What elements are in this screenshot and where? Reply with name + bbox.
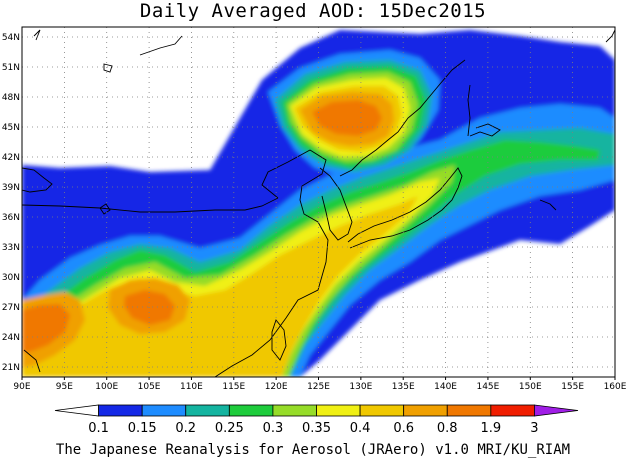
- lat-tick-label: 36N: [2, 213, 20, 223]
- lon-tick-label: 150E: [519, 382, 542, 392]
- lon-tick-label: 130E: [349, 382, 372, 392]
- lon-tick-label: 155E: [561, 382, 584, 392]
- lat-tick-label: 42N: [2, 153, 20, 163]
- lat-lon-grid: [22, 27, 615, 377]
- colorbar-swatch: [403, 404, 448, 417]
- colorbar-label: 1.9: [480, 421, 501, 436]
- lat-tick-label: 27N: [2, 303, 20, 313]
- aod-field: [22, 30, 615, 377]
- colorbar-swatch: [534, 404, 579, 417]
- coastlines: [22, 29, 615, 377]
- colorbar-label: 0.2: [175, 421, 196, 436]
- colorbar-swatch: [272, 404, 317, 417]
- colorbar-swatch: [316, 404, 361, 417]
- lat-tick-label: 24N: [2, 333, 20, 343]
- lat-tick-label: 54N: [2, 33, 20, 43]
- colorbar-swatch: [490, 404, 535, 417]
- lat-tick-label: 33N: [2, 243, 20, 253]
- colorbar-label: 0.4: [350, 421, 371, 436]
- colorbar-label: 0.3: [263, 421, 284, 436]
- colorbar-label: 3: [530, 421, 538, 436]
- lon-tick-label: 140E: [434, 382, 457, 392]
- aod-colorbar: 0.1 0.15 0.2 0.25 0.3 0.35 0.4 0.6 0.8 1.9 3: [54, 404, 579, 436]
- lon-tick-label: 100E: [95, 382, 118, 392]
- colorbar-swatch: [446, 404, 492, 417]
- lon-tick-label: 145E: [476, 382, 499, 392]
- lon-tick-label: 125E: [307, 382, 330, 392]
- credit-line: The Japanese Reanalysis for Aerosol (JRA…: [55, 442, 571, 458]
- colorbar-swatch: [359, 404, 405, 417]
- lon-tick-label: 120E: [265, 382, 288, 392]
- lat-tick-label: 30N: [2, 273, 20, 283]
- lat-tick-label: 48N: [2, 93, 20, 103]
- map-title: Daily Averaged AOD: 15Dec2015: [139, 0, 487, 22]
- colorbar-swatch: [98, 404, 143, 417]
- lat-tick-label: 51N: [2, 63, 20, 73]
- colorbar-swatch: [141, 404, 187, 417]
- colorbar-label: 0.15: [128, 421, 157, 436]
- lon-tick-label: 110E: [180, 382, 203, 392]
- colorbar-label: 0.35: [302, 421, 331, 436]
- colorbar-label: 0.25: [215, 421, 244, 436]
- aod-map: 90E 95E 100E 105E 110E 115E 120E 125E 130E 135E 14…: [2, 26, 626, 392]
- lon-tick-label: 105E: [138, 382, 161, 392]
- lat-tick-label: 21N: [2, 363, 20, 373]
- lon-tick-label: 160E: [604, 382, 626, 392]
- colorbar-label: 0.8: [437, 421, 458, 436]
- lat-tick-label: 39N: [2, 183, 20, 193]
- lon-tick-label: 135E: [392, 382, 415, 392]
- colorbar-label: 0.1: [88, 421, 109, 436]
- lon-tick-label: 115E: [222, 382, 245, 392]
- colorbar-label: 0.6: [393, 421, 414, 436]
- lat-tick-labels: 21N 24N 27N 30N 33N 36N 39N 42N 45N 48N 51N 54N: [2, 33, 20, 373]
- lon-tick-labels: 90E 95E 100E 105E 110E 115E 120E 125E 130E 135E 14…: [13, 377, 626, 392]
- lon-tick-label: 95E: [56, 382, 73, 392]
- colorbar-swatch: [228, 404, 274, 417]
- lat-tick-label: 45N: [2, 123, 20, 133]
- lon-tick-label: 90E: [13, 382, 30, 392]
- colorbar-swatch: [54, 404, 99, 417]
- colorbar-swatch: [185, 404, 230, 417]
